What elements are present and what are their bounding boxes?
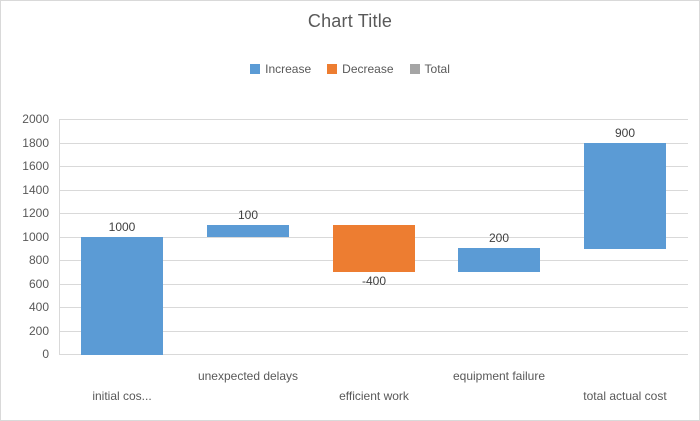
bar-increase-3[interactable] bbox=[458, 248, 540, 272]
gridline bbox=[59, 166, 688, 167]
gridline bbox=[59, 354, 688, 355]
data-label: 200 bbox=[488, 231, 510, 245]
x-axis-category-label: unexpected delays bbox=[197, 369, 299, 383]
y-axis-tick-label: 2000 bbox=[22, 112, 49, 126]
gridline bbox=[59, 143, 688, 144]
gridline bbox=[59, 119, 688, 120]
gridline bbox=[59, 284, 688, 285]
bar-decrease-2[interactable] bbox=[333, 225, 415, 272]
bar-increase-4[interactable] bbox=[584, 143, 666, 249]
y-axis-tick-label: 400 bbox=[28, 300, 49, 314]
data-label: 1000 bbox=[108, 220, 136, 234]
gridline bbox=[59, 331, 688, 332]
gridline bbox=[59, 307, 688, 308]
data-label: 100 bbox=[237, 208, 259, 222]
y-axis-tick-label: 200 bbox=[28, 324, 49, 338]
y-axis-tick-label: 1800 bbox=[22, 136, 49, 150]
legend-swatch-icon bbox=[409, 64, 420, 74]
y-axis-tick-label: 0 bbox=[42, 347, 49, 361]
chart-title[interactable]: Chart Title bbox=[307, 11, 393, 31]
gridline bbox=[59, 213, 688, 214]
y-axis-tick-label: 800 bbox=[28, 253, 49, 267]
x-axis-category-label: total actual cost bbox=[583, 389, 667, 403]
y-axis-tick-label: 1000 bbox=[22, 230, 49, 244]
y-axis-line bbox=[59, 119, 60, 355]
x-axis-category-label: equipment failure bbox=[452, 369, 546, 383]
legend-label: Total bbox=[424, 62, 450, 76]
legend-label: Increase bbox=[265, 62, 312, 76]
bar-increase-1[interactable] bbox=[207, 225, 289, 237]
legend-swatch-icon bbox=[327, 64, 338, 74]
legend-item-increase[interactable]: Increase bbox=[250, 62, 311, 76]
data-label: -400 bbox=[361, 274, 387, 288]
x-axis-category-label: efficient work bbox=[339, 389, 409, 403]
legend-swatch-icon bbox=[250, 64, 261, 74]
y-axis-tick-label: 600 bbox=[28, 277, 49, 291]
legend-item-decrease[interactable]: Decrease bbox=[327, 62, 394, 76]
data-label: 900 bbox=[614, 126, 636, 140]
y-axis-tick-label: 1400 bbox=[22, 183, 49, 197]
gridline bbox=[59, 190, 688, 191]
legend-item-total[interactable]: Total bbox=[409, 62, 450, 76]
legend-label: Decrease bbox=[342, 62, 394, 76]
y-axis-tick-label: 1600 bbox=[22, 159, 49, 173]
x-axis-category-label: initial cos... bbox=[92, 389, 152, 403]
bar-increase-0[interactable] bbox=[81, 237, 163, 355]
legend: Increase Decrease Total bbox=[1, 62, 699, 76]
y-axis-tick-label: 1200 bbox=[22, 206, 49, 220]
